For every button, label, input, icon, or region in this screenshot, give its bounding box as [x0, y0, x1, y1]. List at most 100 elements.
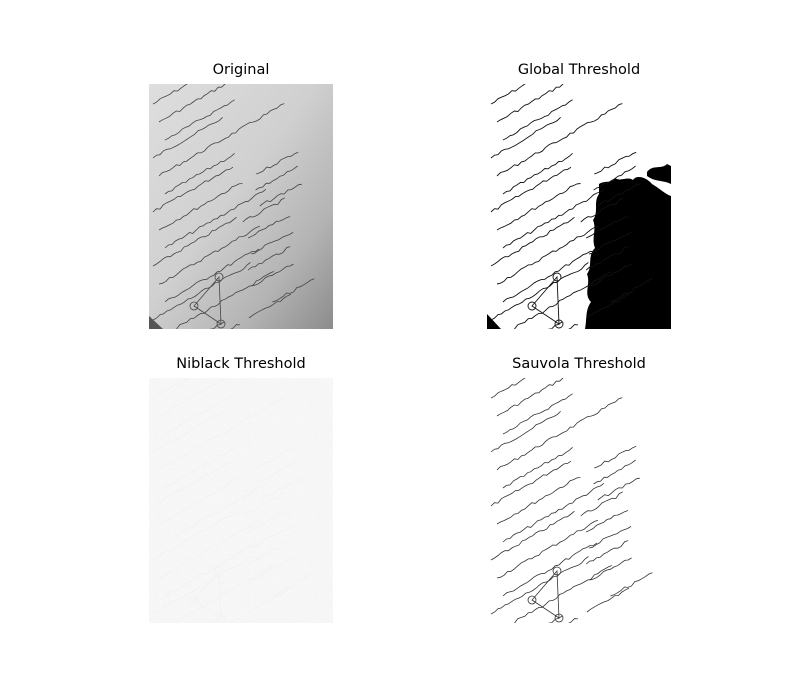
handwriting-stroke	[158, 378, 226, 417]
handwriting-stroke	[490, 262, 589, 321]
handwriting-stroke	[502, 482, 605, 543]
handwriting-stroke	[589, 526, 632, 549]
handwriting-stroke	[158, 397, 285, 471]
handwriting-stroke	[259, 183, 302, 207]
handwriting-stroke	[250, 525, 294, 549]
handwriting-stroke	[580, 491, 623, 517]
handwriting-stroke	[585, 510, 629, 533]
handwriting-stroke	[272, 278, 315, 303]
handwriting-stroke	[164, 188, 267, 249]
handwriting-stroke	[247, 216, 291, 239]
handwriting-stroke	[158, 476, 243, 525]
handwriting-stroke	[158, 103, 285, 177]
graph-node	[527, 301, 537, 311]
handwriting-stroke	[490, 460, 572, 507]
handwriting-stroke	[247, 509, 291, 533]
handwriting-stroke	[513, 271, 612, 329]
handwriting-stroke	[585, 216, 629, 239]
handwriting-stroke	[152, 166, 234, 213]
handwriting-stroke	[593, 459, 636, 485]
graph-diagram	[531, 569, 560, 619]
handwriting-stroke	[589, 263, 632, 287]
handwriting-stroke	[251, 232, 294, 255]
handwriting	[490, 84, 653, 329]
graph-diagram	[193, 569, 222, 620]
graph-node	[527, 595, 537, 605]
handwriting-stroke	[502, 99, 573, 141]
handwriting-stroke	[152, 216, 237, 267]
handwriting-stroke	[152, 378, 188, 399]
handwriting-stroke	[589, 557, 632, 581]
handwriting-stroke	[597, 477, 640, 501]
handwriting-stroke	[175, 271, 274, 329]
handwriting-stroke	[164, 153, 235, 195]
handwriting-stroke	[152, 510, 237, 561]
handwriting-stroke	[164, 446, 235, 489]
handwriting-stroke	[164, 393, 235, 435]
handwriting-stroke	[502, 542, 598, 597]
graph-node	[552, 566, 562, 576]
handwriting	[152, 84, 315, 329]
handwriting-stroke	[164, 99, 235, 141]
handwriting-stroke	[152, 410, 223, 453]
handwriting-stroke	[247, 540, 291, 565]
handwriting-stroke	[588, 232, 632, 255]
handwriting-stroke	[502, 248, 598, 303]
handwriting-stroke	[547, 321, 563, 329]
handwriting-stroke	[513, 565, 612, 623]
handwriting-stroke	[496, 103, 623, 177]
handwriting-stroke	[496, 225, 599, 285]
graph-node	[214, 272, 224, 282]
handwriting-stroke	[502, 393, 573, 435]
handwriting-stroke	[158, 183, 243, 231]
handwriting-stroke	[502, 188, 605, 249]
niblack-threshold-panel-title: Niblack Threshold	[176, 356, 306, 372]
handwriting-stroke	[256, 151, 299, 175]
handwriting-stroke	[490, 510, 575, 561]
niblack-threshold-image	[149, 378, 333, 623]
handwriting-stroke	[585, 246, 629, 271]
graph-node	[554, 319, 564, 329]
handwriting-stroke	[594, 445, 637, 469]
handwriting-stroke	[251, 263, 294, 287]
handwriting-stroke	[256, 445, 299, 469]
handwriting-stroke	[610, 572, 653, 597]
handwriting-stroke	[490, 556, 589, 615]
handwriting-stroke	[259, 477, 302, 501]
handwriting-stroke	[158, 225, 261, 285]
handwriting	[490, 378, 653, 623]
handwriting-stroke	[164, 248, 260, 303]
handwriting-stroke	[255, 165, 298, 191]
handwriting-stroke	[242, 197, 285, 223]
global-threshold-image	[487, 84, 671, 329]
graph-node	[216, 613, 226, 623]
handwriting-stroke	[610, 278, 653, 303]
graph-node	[214, 566, 224, 576]
handwriting-stroke	[255, 459, 298, 485]
handwriting-stroke	[490, 166, 572, 213]
graph-node	[189, 595, 199, 605]
handwriting-stroke	[496, 378, 564, 417]
handwriting-stroke	[593, 165, 636, 191]
handwriting-stroke	[547, 615, 563, 623]
graph-diagram	[531, 275, 560, 325]
handwriting-stroke	[164, 482, 267, 543]
handwriting-stroke	[209, 321, 225, 329]
sauvola-threshold-image	[487, 378, 671, 623]
handwriting-stroke	[242, 491, 286, 517]
graph-diagram	[193, 275, 222, 325]
handwriting-stroke	[152, 84, 188, 105]
handwriting-stroke	[490, 378, 526, 399]
handwriting-stroke	[496, 84, 564, 123]
handwriting-stroke	[490, 116, 561, 159]
handwriting-stroke	[490, 411, 561, 453]
sauvola-threshold-panel-title: Sauvola Threshold	[512, 356, 646, 372]
graph-node	[189, 301, 199, 311]
handwriting-stroke	[247, 246, 291, 271]
original-panel-title: Original	[212, 62, 270, 78]
handwriting	[152, 378, 315, 623]
graph-node	[216, 319, 226, 329]
handwriting-stroke	[580, 197, 624, 223]
handwriting-stroke	[152, 556, 251, 615]
handwriting-stroke	[502, 152, 573, 195]
